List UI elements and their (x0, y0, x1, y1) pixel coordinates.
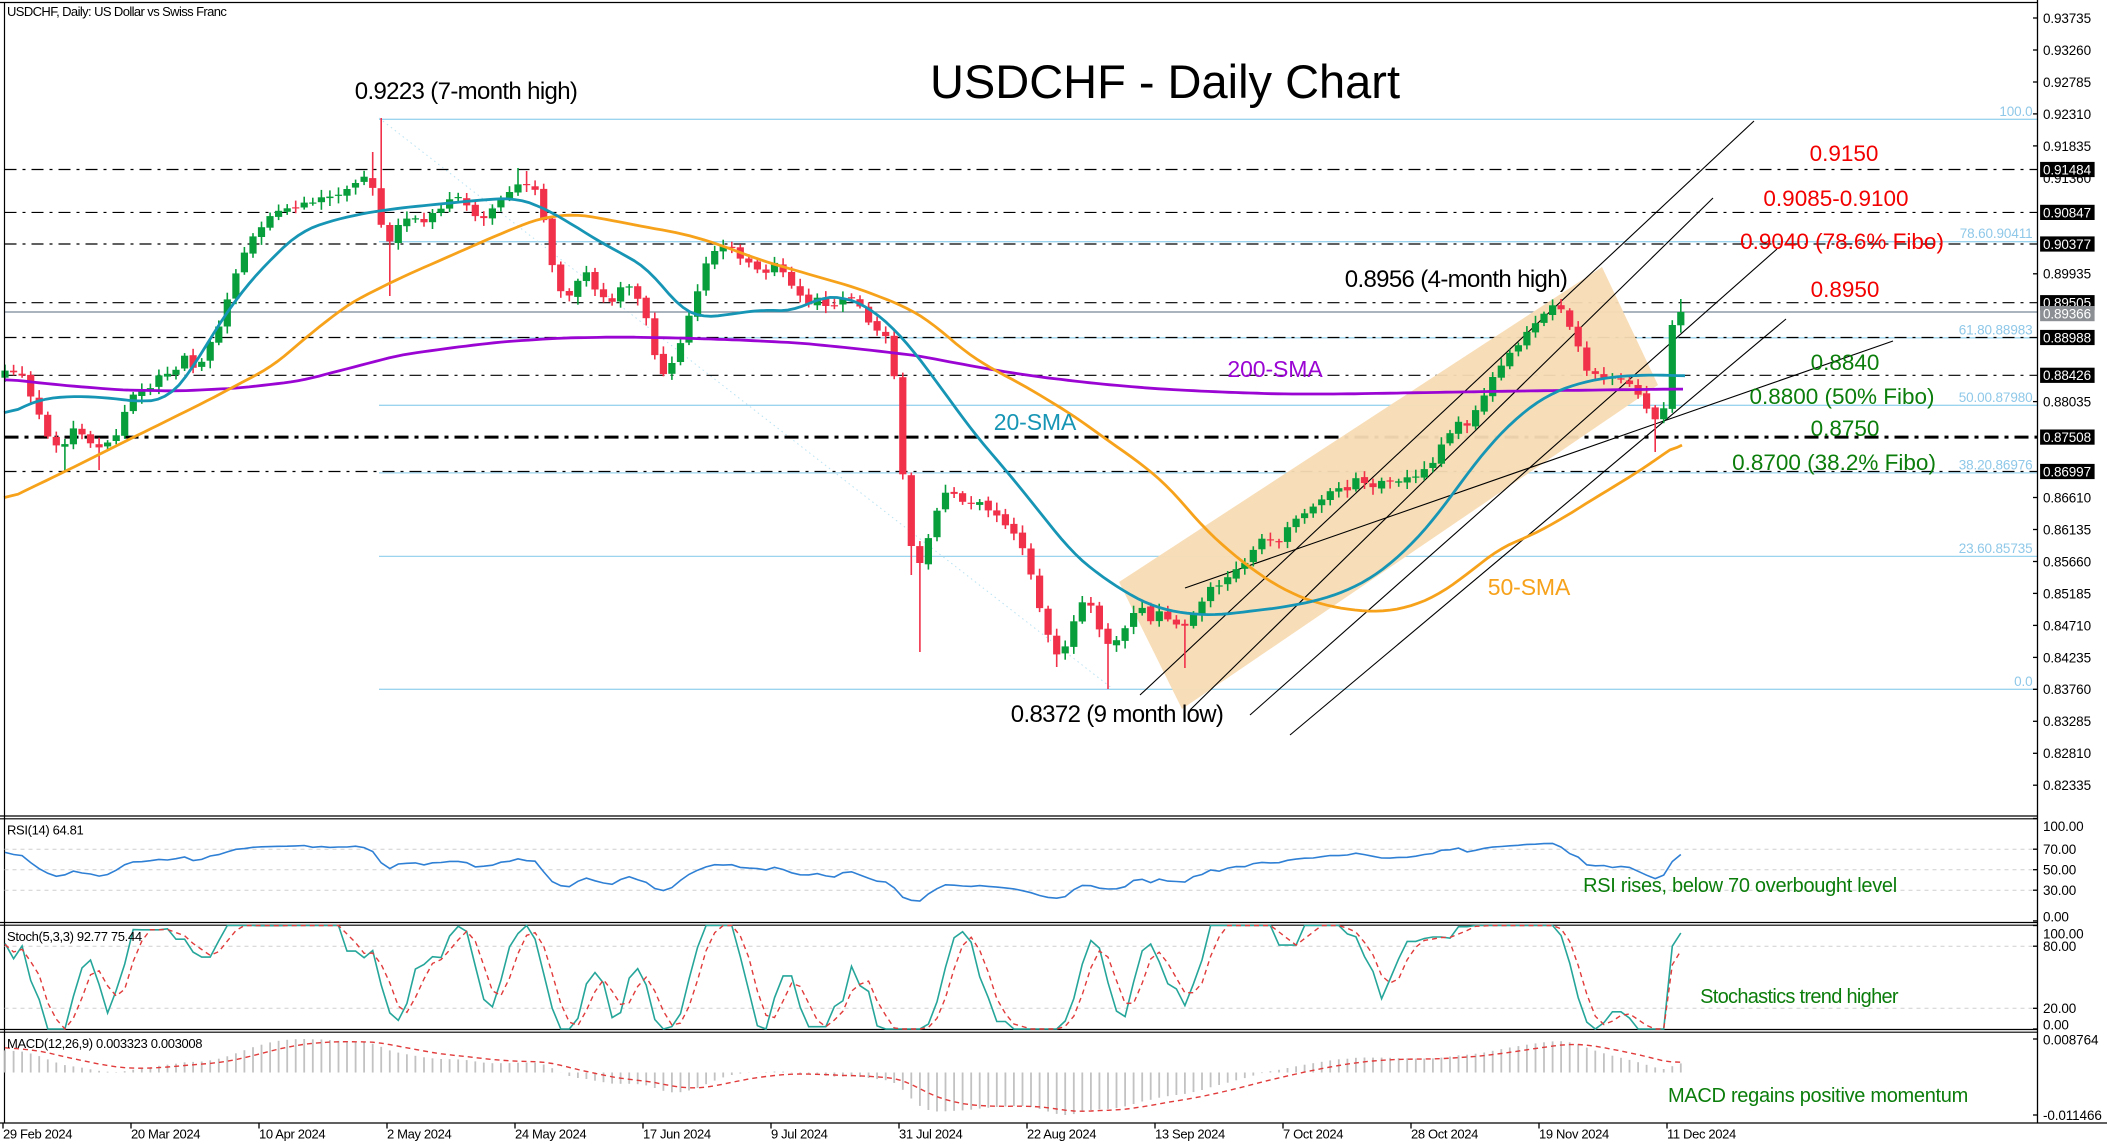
svg-text:0.9150: 0.9150 (1810, 141, 1879, 166)
svg-text:22 Aug 2024: 22 Aug 2024 (1027, 1127, 1096, 1142)
svg-text:0.9085-0.9100: 0.9085-0.9100 (1763, 186, 1908, 211)
svg-text:RSI rises, below 70 overbought: RSI rises, below 70 overbought level (1583, 875, 1897, 897)
svg-text:70.00: 70.00 (2043, 842, 2076, 857)
svg-text:20-SMA: 20-SMA (994, 409, 1077, 435)
svg-text:USDCHF - Daily Chart: USDCHF - Daily Chart (930, 55, 1400, 108)
svg-text:31 Jul 2024: 31 Jul 2024 (899, 1127, 962, 1142)
svg-text:50.00.87980: 50.00.87980 (1959, 390, 2033, 405)
svg-text:0.85185: 0.85185 (2043, 586, 2091, 601)
svg-text:20 Mar 2024: 20 Mar 2024 (131, 1127, 200, 1142)
svg-text:0.91484: 0.91484 (2043, 162, 2092, 177)
svg-text:100.00: 100.00 (2043, 819, 2084, 834)
svg-text:0.89935: 0.89935 (2043, 267, 2091, 282)
svg-text:24 May 2024: 24 May 2024 (515, 1127, 586, 1142)
svg-text:0.82335: 0.82335 (2043, 778, 2091, 793)
svg-text:0.91835: 0.91835 (2043, 139, 2091, 154)
svg-text:0.92785: 0.92785 (2043, 75, 2091, 90)
svg-text:0.90377: 0.90377 (2043, 237, 2091, 252)
svg-text:0.8372 (9 month low): 0.8372 (9 month low) (1011, 701, 1223, 728)
svg-text:0.89366: 0.89366 (2043, 307, 2091, 322)
svg-text:0.8950: 0.8950 (1811, 277, 1880, 302)
svg-text:100.00: 100.00 (2043, 926, 2084, 941)
svg-text:11 Dec 2024: 11 Dec 2024 (1667, 1127, 1736, 1142)
svg-text:0.87508: 0.87508 (2043, 430, 2091, 445)
svg-text:RSI(14) 64.81: RSI(14) 64.81 (7, 823, 84, 838)
svg-text:7 Oct 2024: 7 Oct 2024 (1283, 1127, 1343, 1142)
svg-text:0.92310: 0.92310 (2043, 107, 2091, 122)
svg-text:9 Jul 2024: 9 Jul 2024 (771, 1127, 828, 1142)
svg-text:13 Sep 2024: 13 Sep 2024 (1155, 1127, 1225, 1142)
svg-text:0.83760: 0.83760 (2043, 682, 2091, 697)
svg-text:0.9040 (78.6% Fibo): 0.9040 (78.6% Fibo) (1740, 229, 1944, 254)
svg-text:28 Oct 2024: 28 Oct 2024 (1411, 1127, 1478, 1142)
svg-text:10 Apr 2024: 10 Apr 2024 (259, 1127, 325, 1142)
svg-text:200-SMA: 200-SMA (1227, 356, 1323, 382)
svg-text:0.88035: 0.88035 (2043, 395, 2091, 410)
svg-text:17 Jun 2024: 17 Jun 2024 (643, 1127, 711, 1142)
svg-text:0.008764: 0.008764 (2043, 1032, 2099, 1047)
svg-text:0.93735: 0.93735 (2043, 11, 2091, 26)
svg-text:0.0: 0.0 (2014, 674, 2032, 689)
svg-text:MACD(12,26,9) 0.003323 0.00300: MACD(12,26,9) 0.003323 0.003008 (7, 1036, 202, 1051)
svg-text:20.00: 20.00 (2043, 1001, 2076, 1016)
svg-text:0.9223 (7-month high): 0.9223 (7-month high) (355, 78, 578, 105)
svg-text:80.00: 80.00 (2043, 939, 2076, 954)
svg-text:0.00: 0.00 (2043, 909, 2069, 924)
svg-text:0.8700 (38.2% Fibo): 0.8700 (38.2% Fibo) (1732, 450, 1936, 475)
svg-text:0.8800 (50% Fibo): 0.8800 (50% Fibo) (1749, 384, 1934, 409)
svg-text:29 Feb 2024: 29 Feb 2024 (3, 1127, 72, 1142)
svg-text:0.93260: 0.93260 (2043, 43, 2091, 58)
svg-text:0.84235: 0.84235 (2043, 650, 2091, 665)
svg-text:0.83285: 0.83285 (2043, 714, 2091, 729)
svg-text:Stochastics trend higher: Stochastics trend higher (1700, 986, 1899, 1008)
svg-text:19 Nov 2024: 19 Nov 2024 (1539, 1127, 1609, 1142)
svg-text:0.8750: 0.8750 (1811, 416, 1880, 441)
svg-text:0.90847: 0.90847 (2043, 205, 2091, 220)
svg-text:USDCHF, Daily: US Dollar vs S: USDCHF, Daily: US Dollar vs Swiss Franc (7, 4, 227, 19)
svg-text:-0.011466: -0.011466 (2043, 1108, 2102, 1123)
svg-text:50-SMA: 50-SMA (1488, 574, 1571, 600)
svg-text:78.60.90411: 78.60.90411 (1960, 226, 2033, 241)
svg-text:0.88988: 0.88988 (2043, 330, 2091, 345)
svg-text:0.8956 (4-month high): 0.8956 (4-month high) (1345, 266, 1568, 293)
svg-text:2 May 2024: 2 May 2024 (387, 1127, 452, 1142)
svg-text:50.00: 50.00 (2043, 863, 2076, 878)
svg-text:100.0: 100.0 (1999, 104, 2032, 119)
svg-text:Stoch(5,3,3) 92.77 75.44: Stoch(5,3,3) 92.77 75.44 (7, 929, 142, 944)
svg-text:61.80.88983: 61.80.88983 (1959, 322, 2033, 337)
svg-text:0.88426: 0.88426 (2043, 368, 2091, 383)
svg-text:MACD regains positive momentum: MACD regains positive momentum (1668, 1085, 1968, 1107)
svg-text:38.20.86976: 38.20.86976 (1959, 457, 2033, 472)
svg-text:0.85660: 0.85660 (2043, 554, 2091, 569)
svg-text:30.00: 30.00 (2043, 883, 2076, 898)
svg-text:0.82810: 0.82810 (2043, 746, 2091, 761)
svg-text:0.86610: 0.86610 (2043, 490, 2091, 505)
svg-text:0.86135: 0.86135 (2043, 522, 2091, 537)
svg-text:0.86997: 0.86997 (2043, 464, 2091, 479)
svg-text:0.84710: 0.84710 (2043, 618, 2091, 633)
svg-text:0.8840: 0.8840 (1811, 350, 1880, 375)
svg-text:0.00: 0.00 (2043, 1017, 2069, 1032)
svg-text:23.60.85735: 23.60.85735 (1959, 541, 2033, 556)
